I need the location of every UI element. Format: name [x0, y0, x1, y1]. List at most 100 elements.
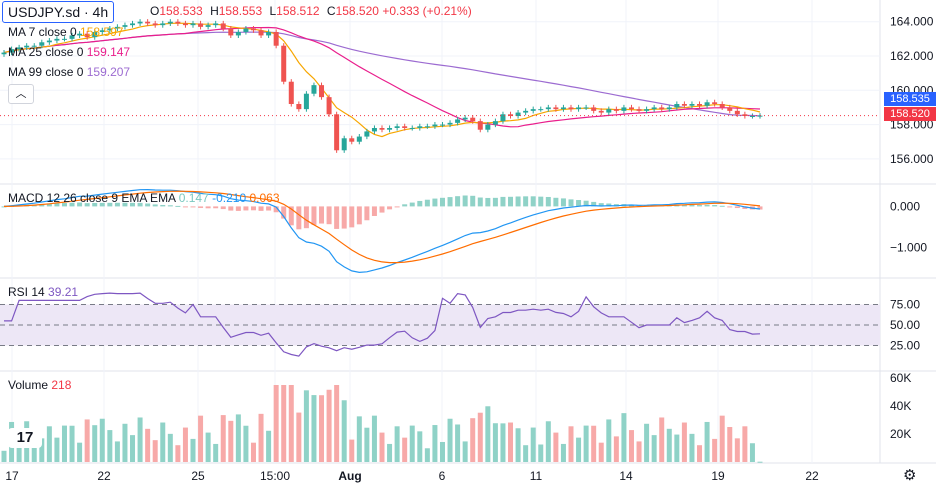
macd-histogram-bar: [515, 196, 521, 207]
candle-body: [266, 32, 272, 36]
volume-bar: [235, 414, 241, 462]
volume-bar: [651, 435, 657, 462]
macd-histogram-bar: [492, 197, 498, 207]
macd-histogram-bar: [54, 203, 60, 207]
macd-histogram-bar: [152, 204, 158, 207]
volume-bar: [447, 418, 453, 462]
volume-bar: [523, 445, 529, 462]
candle-body: [712, 102, 718, 104]
candle-body: [576, 107, 582, 110]
macd-histogram-bar: [568, 199, 574, 207]
macd-histogram-bar: [485, 197, 491, 207]
candle-body: [424, 126, 430, 128]
candle-body: [190, 23, 196, 26]
candle-body: [417, 126, 423, 128]
volume-bar: [16, 438, 22, 462]
symbol-title[interactable]: USDJPY.sd · 4h: [2, 1, 115, 23]
volume-bar: [334, 385, 340, 462]
ma25-legend[interactable]: MA 25 close 0 159.147: [8, 45, 130, 59]
last-price-tag: 158.520: [884, 107, 936, 121]
macd-histogram-bar: [341, 206, 347, 229]
ma7-legend[interactable]: MA 7 close 0 158.597: [8, 25, 123, 39]
volume-bar: [727, 427, 733, 462]
x-tick-label: 25: [191, 469, 205, 483]
macd-histogram-bar: [477, 197, 483, 207]
volume-bar: [303, 390, 309, 462]
chevron-up-icon[interactable]: ︿: [8, 84, 34, 104]
rsi-tick-label: 50.00: [890, 318, 920, 332]
candle-body: [220, 23, 226, 29]
macd-pane[interactable]: [1, 188, 763, 274]
candle-body: [326, 97, 332, 115]
rsi-label: RSI 14: [8, 285, 45, 299]
ma99-legend[interactable]: MA 99 close 0 159.207: [8, 65, 130, 79]
macd-histogram-bar: [326, 206, 332, 225]
candle-body: [523, 110, 529, 113]
macd-histogram-bar: [462, 195, 468, 207]
candle-body: [727, 107, 733, 111]
candle-body: [636, 109, 642, 111]
candle-body: [364, 131, 370, 137]
candle-body: [568, 107, 574, 110]
candle-body: [99, 30, 105, 32]
candle-body: [734, 110, 740, 115]
macd-histogram-bar: [92, 202, 98, 207]
candle-body: [319, 85, 325, 98]
volume-bar: [394, 426, 400, 462]
macd-histogram-bar: [175, 205, 181, 207]
candle-body: [515, 112, 521, 116]
macd-histogram-bar: [379, 206, 385, 213]
change-value: +0.333 (+0.21%): [382, 4, 472, 18]
volume-bar: [500, 423, 506, 462]
candle-body: [749, 116, 755, 117]
volume-bar: [515, 428, 521, 462]
rsi-legend[interactable]: RSI 14 39.21: [8, 285, 78, 299]
x-tick-label: 6: [439, 469, 446, 483]
macd-legend[interactable]: MACD 12 26 close 9 EMA EMA 0.147 -0.210 …: [8, 191, 280, 205]
volume-bar: [281, 385, 287, 462]
volume-bar: [439, 441, 445, 462]
macd-histogram-bar: [538, 196, 544, 207]
candle-body: [281, 45, 287, 82]
macd-histogram-bar: [137, 202, 143, 207]
volume-bar: [545, 421, 551, 462]
volume-bar: [84, 419, 90, 462]
macd-histogram-bar: [500, 196, 506, 207]
macd-histogram-bar: [371, 206, 377, 216]
volume-bar: [364, 427, 370, 462]
rsi-pane[interactable]: [0, 292, 880, 357]
macd-histogram-bar: [681, 204, 687, 207]
price-pane[interactable]: [0, 19, 880, 153]
volume-bar: [220, 415, 226, 462]
volume-legend[interactable]: Volume 218: [8, 378, 71, 392]
candle-body: [545, 107, 551, 110]
volume-pane[interactable]: [1, 385, 763, 463]
volume-bar: [644, 423, 650, 462]
candle-body: [130, 23, 136, 26]
rsi-value: 39.21: [48, 285, 79, 299]
volume-bar: [659, 417, 665, 462]
macd-histogram-bar: [598, 203, 604, 207]
macd-histogram-bar: [447, 197, 453, 207]
candle-body: [250, 28, 256, 31]
volume-bar: [258, 413, 264, 462]
x-tick-label: Aug: [338, 469, 361, 483]
macd-histogram-bar: [704, 204, 710, 207]
macd-histogram-bar: [364, 206, 370, 221]
tradingview-logo[interactable]: 17: [8, 428, 42, 448]
macd-line: [3, 188, 761, 274]
candle-body: [273, 32, 279, 46]
macd-tick-label: 0.000: [890, 199, 920, 213]
x-tick-label: 19: [711, 469, 725, 483]
volume-bar: [190, 438, 196, 462]
candle-body: [409, 128, 415, 129]
candle-body: [235, 32, 241, 36]
high-label: H: [210, 4, 219, 18]
volume-bar: [606, 419, 612, 462]
macd-histogram-bar: [130, 202, 136, 207]
gear-icon[interactable]: ⚙: [903, 467, 917, 484]
volume-bar: [719, 415, 725, 462]
candle-body: [689, 104, 695, 106]
macd-histogram-bar: [190, 206, 196, 208]
